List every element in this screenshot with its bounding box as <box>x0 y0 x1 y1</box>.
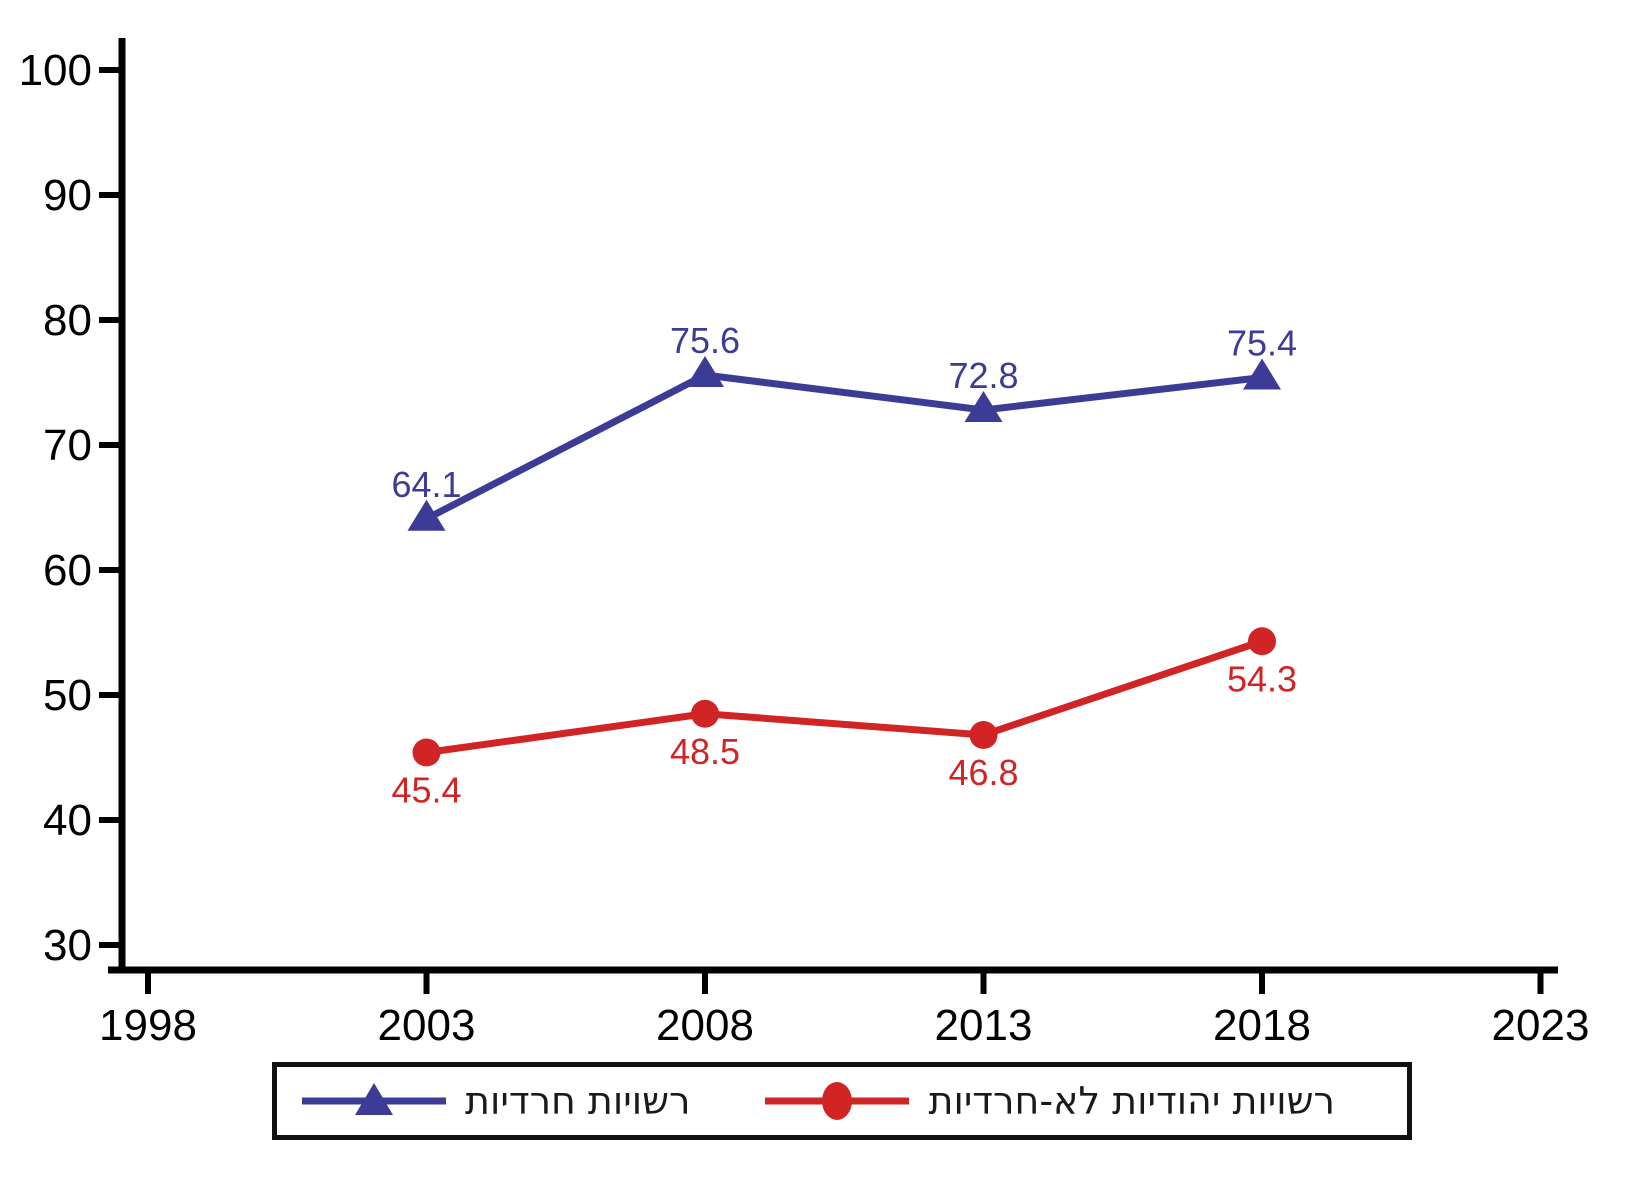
data-point-label: 75.4 <box>1227 323 1297 364</box>
circle-marker-icon <box>1248 627 1276 656</box>
data-point-label: 48.5 <box>670 731 740 772</box>
y-tick-label: 40 <box>43 796 92 845</box>
triangle-marker-icon <box>686 356 724 387</box>
triangle-marker-icon <box>407 499 446 531</box>
legend-swatch-haredi <box>302 1083 446 1115</box>
y-tick-label: 60 <box>43 546 92 595</box>
legend-item-haredi: רשויות חרדיות <box>299 1078 690 1124</box>
series-line-0 <box>424 371 1263 522</box>
x-tick-label: 1998 <box>99 1001 197 1050</box>
legend-item-non-haredi: רשויות יהודיות לא-חרדיות <box>762 1078 1335 1124</box>
x-tick-label: 2003 <box>378 1001 476 1050</box>
data-point-label: 46.8 <box>948 752 1018 793</box>
x-tick-label: 2008 <box>656 1001 754 1050</box>
triangle-marker-icon <box>964 391 1003 422</box>
y-tick-label: 80 <box>43 296 92 345</box>
data-point-label: 45.4 <box>391 770 461 811</box>
x-tick-label: 2018 <box>1213 1001 1311 1050</box>
data-point-label: 75.6 <box>670 320 740 361</box>
circle-marker-icon <box>691 699 719 728</box>
y-tick-label: 90 <box>43 171 92 220</box>
y-tick-label: 70 <box>43 421 92 470</box>
y-tick-label: 100 <box>19 46 92 95</box>
circle-marker-icon <box>412 738 441 767</box>
y-tick-label: 50 <box>43 671 92 720</box>
series-line-1 <box>426 637 1264 756</box>
data-point-label: 64.1 <box>391 464 461 505</box>
legend-label-non-haredi: רשויות יהודיות לא-חרדיות <box>928 1079 1335 1123</box>
triangle-marker-icon <box>1243 358 1281 390</box>
circle-marker-icon <box>969 721 998 749</box>
triangle-marker-icon <box>355 1083 393 1115</box>
x-tick-label: 2013 <box>935 1001 1033 1050</box>
x-tick-label: 2023 <box>1492 1001 1590 1050</box>
data-point-label: 72.8 <box>948 355 1018 396</box>
legend-swatch-non-haredi <box>765 1082 910 1120</box>
legend-label-haredi: רשויות חרדיות <box>465 1079 691 1123</box>
circle-marker-icon <box>822 1082 853 1120</box>
chart-legend: רשויות חרדיות רשויות יהודיות לא-חרדיות <box>272 1062 1412 1140</box>
data-point-label: 54.3 <box>1227 658 1297 699</box>
y-tick-label: 30 <box>43 921 92 970</box>
